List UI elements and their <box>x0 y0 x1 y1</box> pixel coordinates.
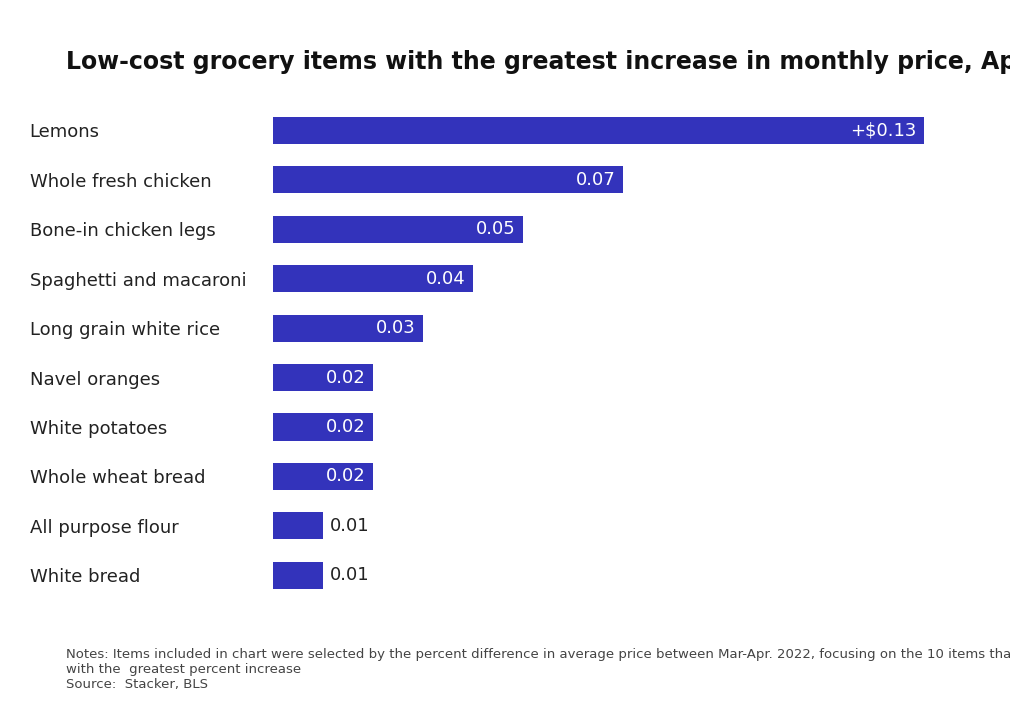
Bar <box>273 265 473 292</box>
Text: Low-cost grocery items with the greatest increase in monthly price, April 2022: Low-cost grocery items with the greatest… <box>66 50 1010 74</box>
Bar <box>273 315 423 342</box>
Text: 0.04: 0.04 <box>426 270 466 288</box>
Bar <box>273 463 373 490</box>
Bar <box>273 117 924 144</box>
Text: 0.02: 0.02 <box>325 418 366 436</box>
Text: 0.05: 0.05 <box>476 220 516 238</box>
Text: 0.01: 0.01 <box>330 517 370 535</box>
Text: +$0.13: +$0.13 <box>850 122 916 140</box>
Text: Notes: Items included in chart were selected by the percent difference in averag: Notes: Items included in chart were sele… <box>66 648 1010 691</box>
Bar <box>273 413 373 441</box>
Bar <box>273 166 623 194</box>
Text: 0.01: 0.01 <box>330 566 370 584</box>
Text: 0.02: 0.02 <box>325 467 366 485</box>
Text: 0.02: 0.02 <box>325 369 366 387</box>
Bar <box>273 512 323 539</box>
Bar <box>273 216 523 243</box>
Bar <box>273 364 373 391</box>
Text: 0.03: 0.03 <box>376 319 415 337</box>
Bar <box>273 562 323 589</box>
Text: 0.07: 0.07 <box>576 171 616 189</box>
